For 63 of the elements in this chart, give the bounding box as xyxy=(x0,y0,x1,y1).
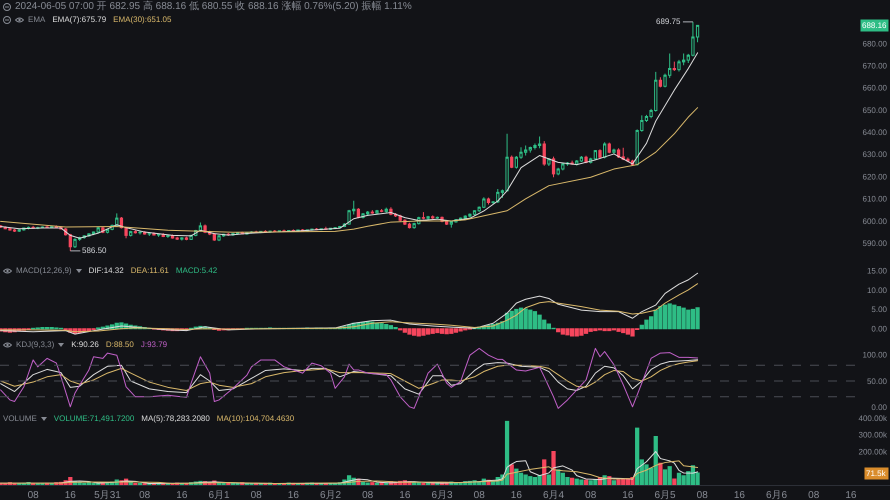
y-tick-label: 590.00 xyxy=(862,238,888,248)
x-tick-label: 16 xyxy=(845,490,857,500)
text: EMA(30):651.05 xyxy=(113,15,172,25)
chart-title: 2024-06-05 07:00 开 682.95 高 688.16 低 680.55 收 688.16 涨幅 0.76%(5.20) 振幅 1.11% xyxy=(15,1,412,13)
y-tick-label: 670.00 xyxy=(862,61,888,70)
annotation: 71.5k xyxy=(866,469,887,478)
text: DIF:14.32 xyxy=(88,266,124,276)
y-tick-label: 640.00 xyxy=(862,128,888,138)
y-tick-label: 15.00 xyxy=(866,266,888,276)
x-tick-label: 6月6 xyxy=(766,490,788,500)
y-tick-label: 10.00 xyxy=(866,286,888,295)
text: DEA:11.61 xyxy=(130,266,169,276)
x-tick-label: 08 xyxy=(474,490,486,500)
y-tick-label: 0.00 xyxy=(871,324,888,334)
text: MA(5):78,283.2080 xyxy=(141,414,210,424)
x-tick-label: 16 xyxy=(64,490,76,500)
y-tick-label: 200.00k xyxy=(858,447,888,456)
y-tick-label: 600.00 xyxy=(862,216,888,226)
legend-title: VOLUME xyxy=(3,414,37,424)
text: J:93.79 xyxy=(140,340,168,350)
legend-title: KDJ(9,3,3) xyxy=(16,340,54,350)
y-tick-label: 300.00k xyxy=(858,430,888,440)
y-tick-label: 50.00 xyxy=(866,376,888,386)
y-tick-label: 0.00 xyxy=(871,403,888,412)
x-tick-label: 6月1 xyxy=(208,490,230,500)
x-tick-label: 6月5 xyxy=(654,490,676,500)
text: K:90.26 xyxy=(71,340,99,350)
x-tick-label: 6月2 xyxy=(320,490,342,500)
y-tick-label: 680.00 xyxy=(862,39,888,48)
text: VOLUME:71,491.7200 xyxy=(54,414,134,424)
y-tick-label: 620.00 xyxy=(862,172,888,182)
text: MA(10):104,704.4630 xyxy=(216,414,294,424)
x-tick-label: 08 xyxy=(585,490,597,500)
y-tick-label: 5.00 xyxy=(871,305,888,314)
x-tick-label: 6月3 xyxy=(431,490,454,500)
x-tick-label: 16 xyxy=(510,490,522,500)
x-tick-label: 6月4 xyxy=(542,490,565,500)
x-tick-label: 08 xyxy=(362,490,374,500)
x-tick-label: 08 xyxy=(28,490,40,500)
y-tick-label: 610.00 xyxy=(862,194,888,204)
y-tick-label: 100.00 xyxy=(862,350,888,360)
x-tick-label: 16 xyxy=(622,490,634,500)
text: D:88.50 xyxy=(106,340,134,350)
y-tick-label: 630.00 xyxy=(862,150,888,160)
legend-title: EMA xyxy=(28,15,46,25)
x-tick-label: 08 xyxy=(696,490,708,500)
text: EMA(7):675.79 xyxy=(52,15,106,25)
y-tick-label: 660.00 xyxy=(862,84,888,93)
text: MACD:5.42 xyxy=(176,266,218,276)
annotation: 586.50 xyxy=(82,246,108,255)
x-tick-label: 16 xyxy=(288,490,300,500)
x-tick-label: 08 xyxy=(808,490,820,500)
x-tick-label: 5月31 xyxy=(94,490,122,500)
x-tick-label: 08 xyxy=(250,490,262,500)
x-tick-label: 16 xyxy=(176,490,188,500)
annotation: 688.16 xyxy=(862,21,888,30)
y-tick-label: 650.00 xyxy=(862,106,888,115)
annotation: 689.75 xyxy=(656,17,682,26)
legend-title: MACD(12,26,9) xyxy=(16,266,72,276)
x-tick-label: 16 xyxy=(734,490,746,500)
x-tick-label: 08 xyxy=(139,490,151,500)
x-tick-label: 16 xyxy=(399,490,411,500)
y-tick-label: 400.00k xyxy=(858,414,888,423)
